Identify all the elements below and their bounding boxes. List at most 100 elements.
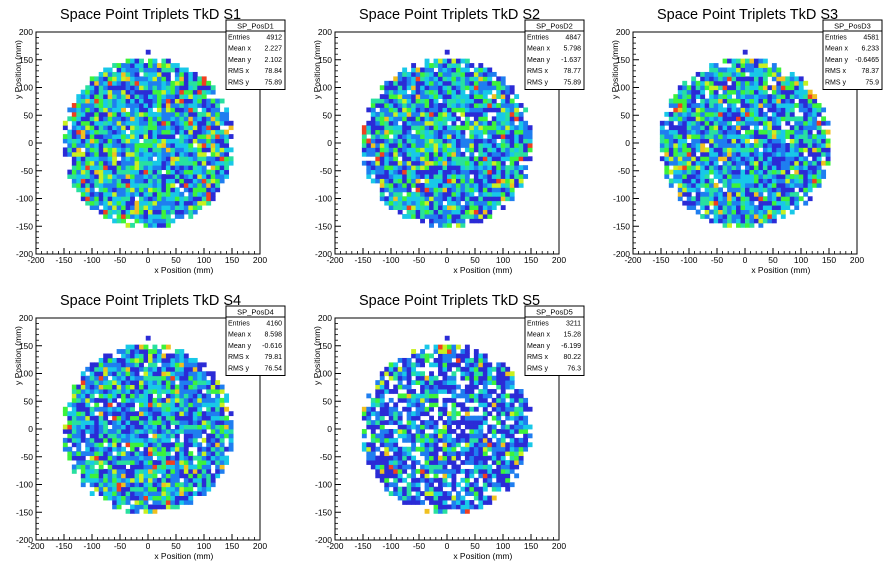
heatmap-cell	[116, 429, 122, 434]
heatmap-cell	[379, 464, 385, 470]
heatmap-cell	[112, 107, 118, 113]
heatmap-cell	[722, 67, 728, 73]
heatmap-cell	[107, 156, 113, 162]
heatmap-cell	[469, 129, 475, 135]
heatmap-cell	[179, 495, 185, 501]
heatmap-cell	[807, 182, 813, 188]
heatmap-cell	[85, 143, 91, 148]
heatmap-cell	[514, 464, 520, 470]
heatmap-cell	[451, 85, 457, 91]
heatmap-cell	[491, 156, 497, 162]
heatmap-cell	[152, 58, 158, 64]
heatmap-cell	[210, 375, 216, 381]
heatmap-cell	[94, 473, 100, 479]
heatmap-cell	[165, 76, 171, 82]
heatmap-cell	[776, 205, 782, 210]
heatmap-cell	[518, 125, 524, 131]
heatmap-cell	[197, 424, 203, 430]
heatmap-cell	[143, 420, 149, 425]
heatmap-cell	[107, 178, 113, 184]
heatmap-cell	[473, 71, 479, 77]
heatmap-cell	[736, 89, 741, 95]
heatmap-cell	[473, 491, 479, 496]
heatmap-cell	[438, 89, 443, 95]
heatmap-cell	[215, 464, 221, 470]
heatmap-cell	[156, 187, 162, 193]
heatmap-cell	[473, 80, 479, 86]
heatmap-cell	[143, 486, 149, 492]
chart-title: Space Point Triplets TkD S1	[60, 7, 241, 23]
heatmap-cell	[379, 143, 385, 148]
heatmap-cell	[139, 349, 144, 354]
heatmap-cell	[736, 80, 741, 86]
heatmap-cell	[125, 151, 131, 157]
heatmap-cell	[161, 80, 167, 86]
heatmap-cell	[700, 134, 706, 139]
heatmap-cell	[659, 138, 665, 144]
heatmap-cell	[700, 98, 706, 104]
heatmap-cell	[165, 71, 171, 77]
heatmap-cell	[393, 80, 399, 86]
heatmap-cell	[228, 429, 234, 434]
heatmap-cell	[215, 160, 221, 166]
heatmap-cell	[156, 169, 162, 175]
heatmap-cell	[210, 174, 216, 179]
heatmap-cell	[210, 111, 216, 117]
heatmap-cell	[447, 63, 452, 68]
heatmap-cell	[455, 138, 461, 144]
heatmap-cell	[89, 103, 95, 108]
heatmap-cell	[789, 138, 795, 144]
heatmap-cell	[771, 205, 777, 210]
heatmap-cell	[76, 424, 82, 430]
heatmap-cell	[112, 165, 118, 171]
heatmap-cell	[785, 143, 791, 148]
heatmap-cell	[206, 89, 212, 95]
heatmap-cell	[379, 116, 385, 122]
heatmap-cell	[170, 495, 176, 501]
heatmap-cell	[148, 411, 153, 417]
heatmap-cell	[487, 120, 493, 126]
heatmap-cell	[518, 134, 524, 139]
heatmap-cell	[188, 380, 194, 385]
heatmap-cell	[812, 138, 818, 144]
heatmap-cell	[130, 424, 135, 430]
heatmap-cell	[447, 67, 452, 73]
heatmap-cell	[224, 446, 230, 452]
heatmap-cell	[433, 196, 439, 202]
heatmap-cell	[700, 85, 706, 91]
heatmap-cell	[67, 138, 73, 144]
heatmap-cell	[197, 138, 203, 144]
heatmap-cell	[210, 473, 216, 479]
heatmap-cell	[771, 200, 777, 206]
heatmap-cell	[785, 200, 791, 206]
heatmap-cell	[518, 147, 524, 153]
heatmap-cell	[411, 174, 417, 179]
heatmap-cell	[677, 191, 683, 197]
heatmap-cell	[130, 67, 135, 73]
heatmap-cell	[130, 125, 135, 131]
heatmap-cell	[170, 362, 176, 368]
heatmap-cell	[192, 371, 198, 377]
heatmap-cell	[496, 473, 502, 479]
heatmap-cell	[121, 389, 126, 394]
heatmap-cell	[148, 63, 153, 68]
heatmap-cell	[491, 196, 497, 202]
heatmap-cell	[429, 477, 434, 483]
heatmap-cell	[170, 103, 176, 108]
heatmap-cell	[433, 120, 439, 126]
heatmap-cell	[152, 437, 158, 443]
heatmap-cell	[740, 218, 746, 224]
heatmap-cell	[740, 182, 746, 188]
heatmap-cell	[397, 151, 403, 157]
heatmap-cell	[112, 406, 118, 412]
heatmap-cell	[174, 437, 180, 443]
heatmap-cell	[116, 349, 122, 354]
heatmap-cell	[174, 63, 180, 68]
heatmap-cell	[816, 156, 822, 162]
heatmap-cell	[704, 71, 710, 77]
heatmap-cell	[406, 138, 412, 144]
heatmap-cell	[71, 424, 77, 430]
heatmap-cell	[767, 165, 773, 171]
heatmap-cell	[103, 191, 109, 197]
heatmap-cell	[776, 76, 782, 82]
